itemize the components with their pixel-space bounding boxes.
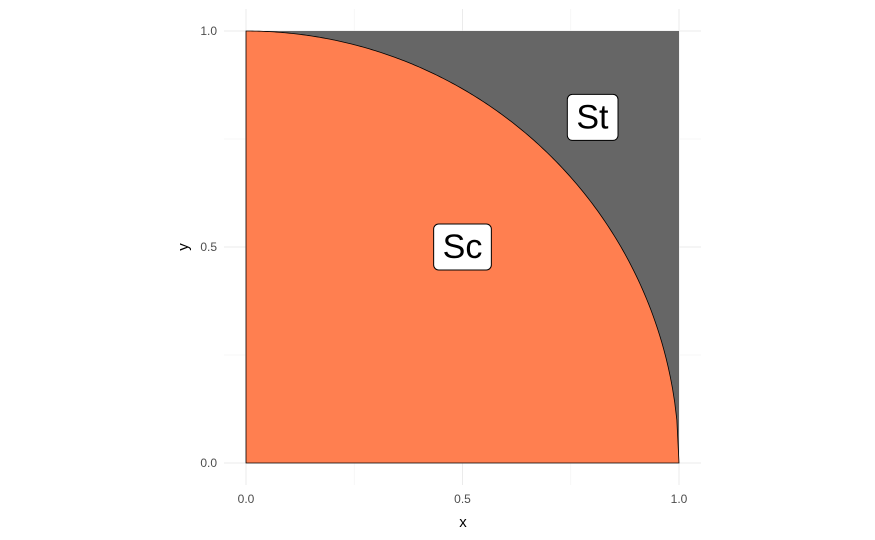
region-st-label-group: St <box>566 93 619 141</box>
region-sc-label: Sc <box>443 228 483 266</box>
y-tick-label: 1.0 <box>200 24 217 38</box>
region-sc-label-group: Sc <box>433 223 492 271</box>
region-sc-label-box <box>433 223 492 271</box>
x-tick-label: 0.5 <box>454 492 471 506</box>
x-tick-label: 1.0 <box>671 492 688 506</box>
y-tick-label: 0.5 <box>200 240 217 254</box>
y-tick-label: 0.0 <box>200 456 217 470</box>
label-layer: Sc St <box>433 93 619 271</box>
region-st-label: St <box>576 98 609 136</box>
y-axis-title: y <box>175 243 192 251</box>
x-tick-label: 0.0 <box>238 492 255 506</box>
region-st-label-box <box>566 93 619 141</box>
tick-layer: 0.0 0.5 1.0 0.0 0.5 1.0 <box>200 24 687 506</box>
x-axis-title: x <box>459 514 467 531</box>
